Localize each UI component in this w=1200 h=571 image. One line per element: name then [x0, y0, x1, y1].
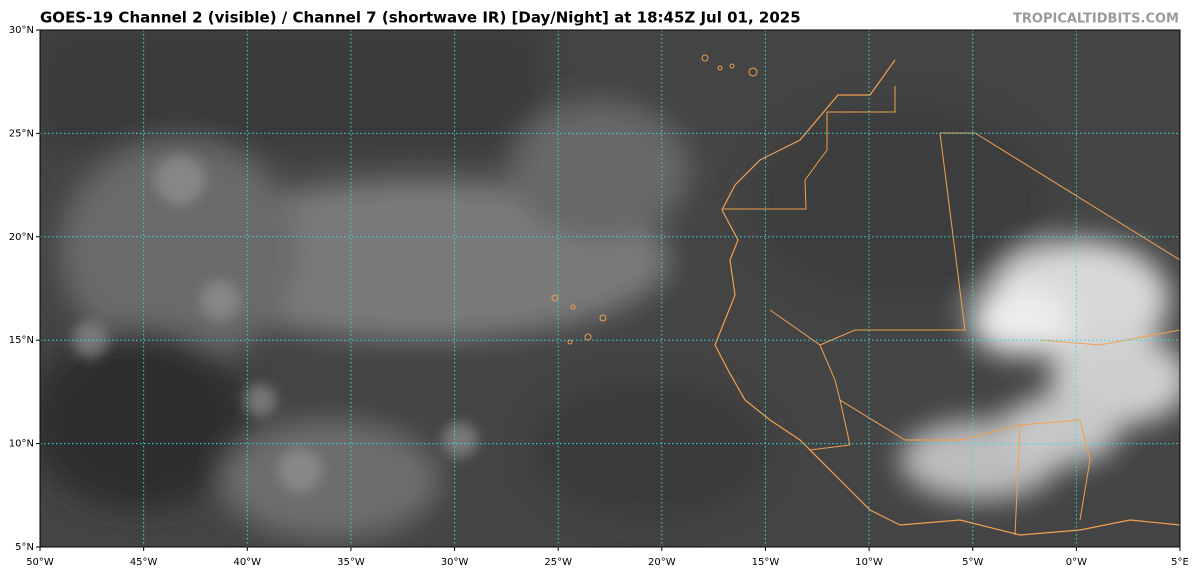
credit: TROPICALTIDBITS.COM [1013, 12, 1179, 27]
lat-label: 15°N [9, 335, 34, 346]
lon-label: 0°W [1066, 557, 1087, 568]
map-frame [39, 29, 1181, 548]
lat-label: 25°N [9, 128, 34, 139]
lon-label: 40°W [233, 557, 261, 568]
lat-label: 20°N [9, 232, 34, 243]
lon-label: 25°W [544, 557, 572, 568]
map-title: GOES-19 Channel 2 (visible) / Channel 7 … [40, 9, 801, 27]
lon-label: 10°W [855, 557, 883, 568]
lat-label: 5°N [15, 542, 34, 553]
lon-label: 5°E [1171, 557, 1189, 568]
lon-label: 45°W [130, 557, 158, 568]
lon-label: 15°W [752, 557, 780, 568]
lon-label: 50°W [26, 557, 54, 568]
lon-label: 20°W [648, 557, 676, 568]
lat-label: 30°N [9, 25, 34, 36]
lat-label: 10°N [9, 439, 34, 450]
imagery [40, 30, 1180, 547]
lon-label: 30°W [441, 557, 469, 568]
lon-label: 35°W [337, 557, 365, 568]
lon-label: 5°W [962, 557, 983, 568]
